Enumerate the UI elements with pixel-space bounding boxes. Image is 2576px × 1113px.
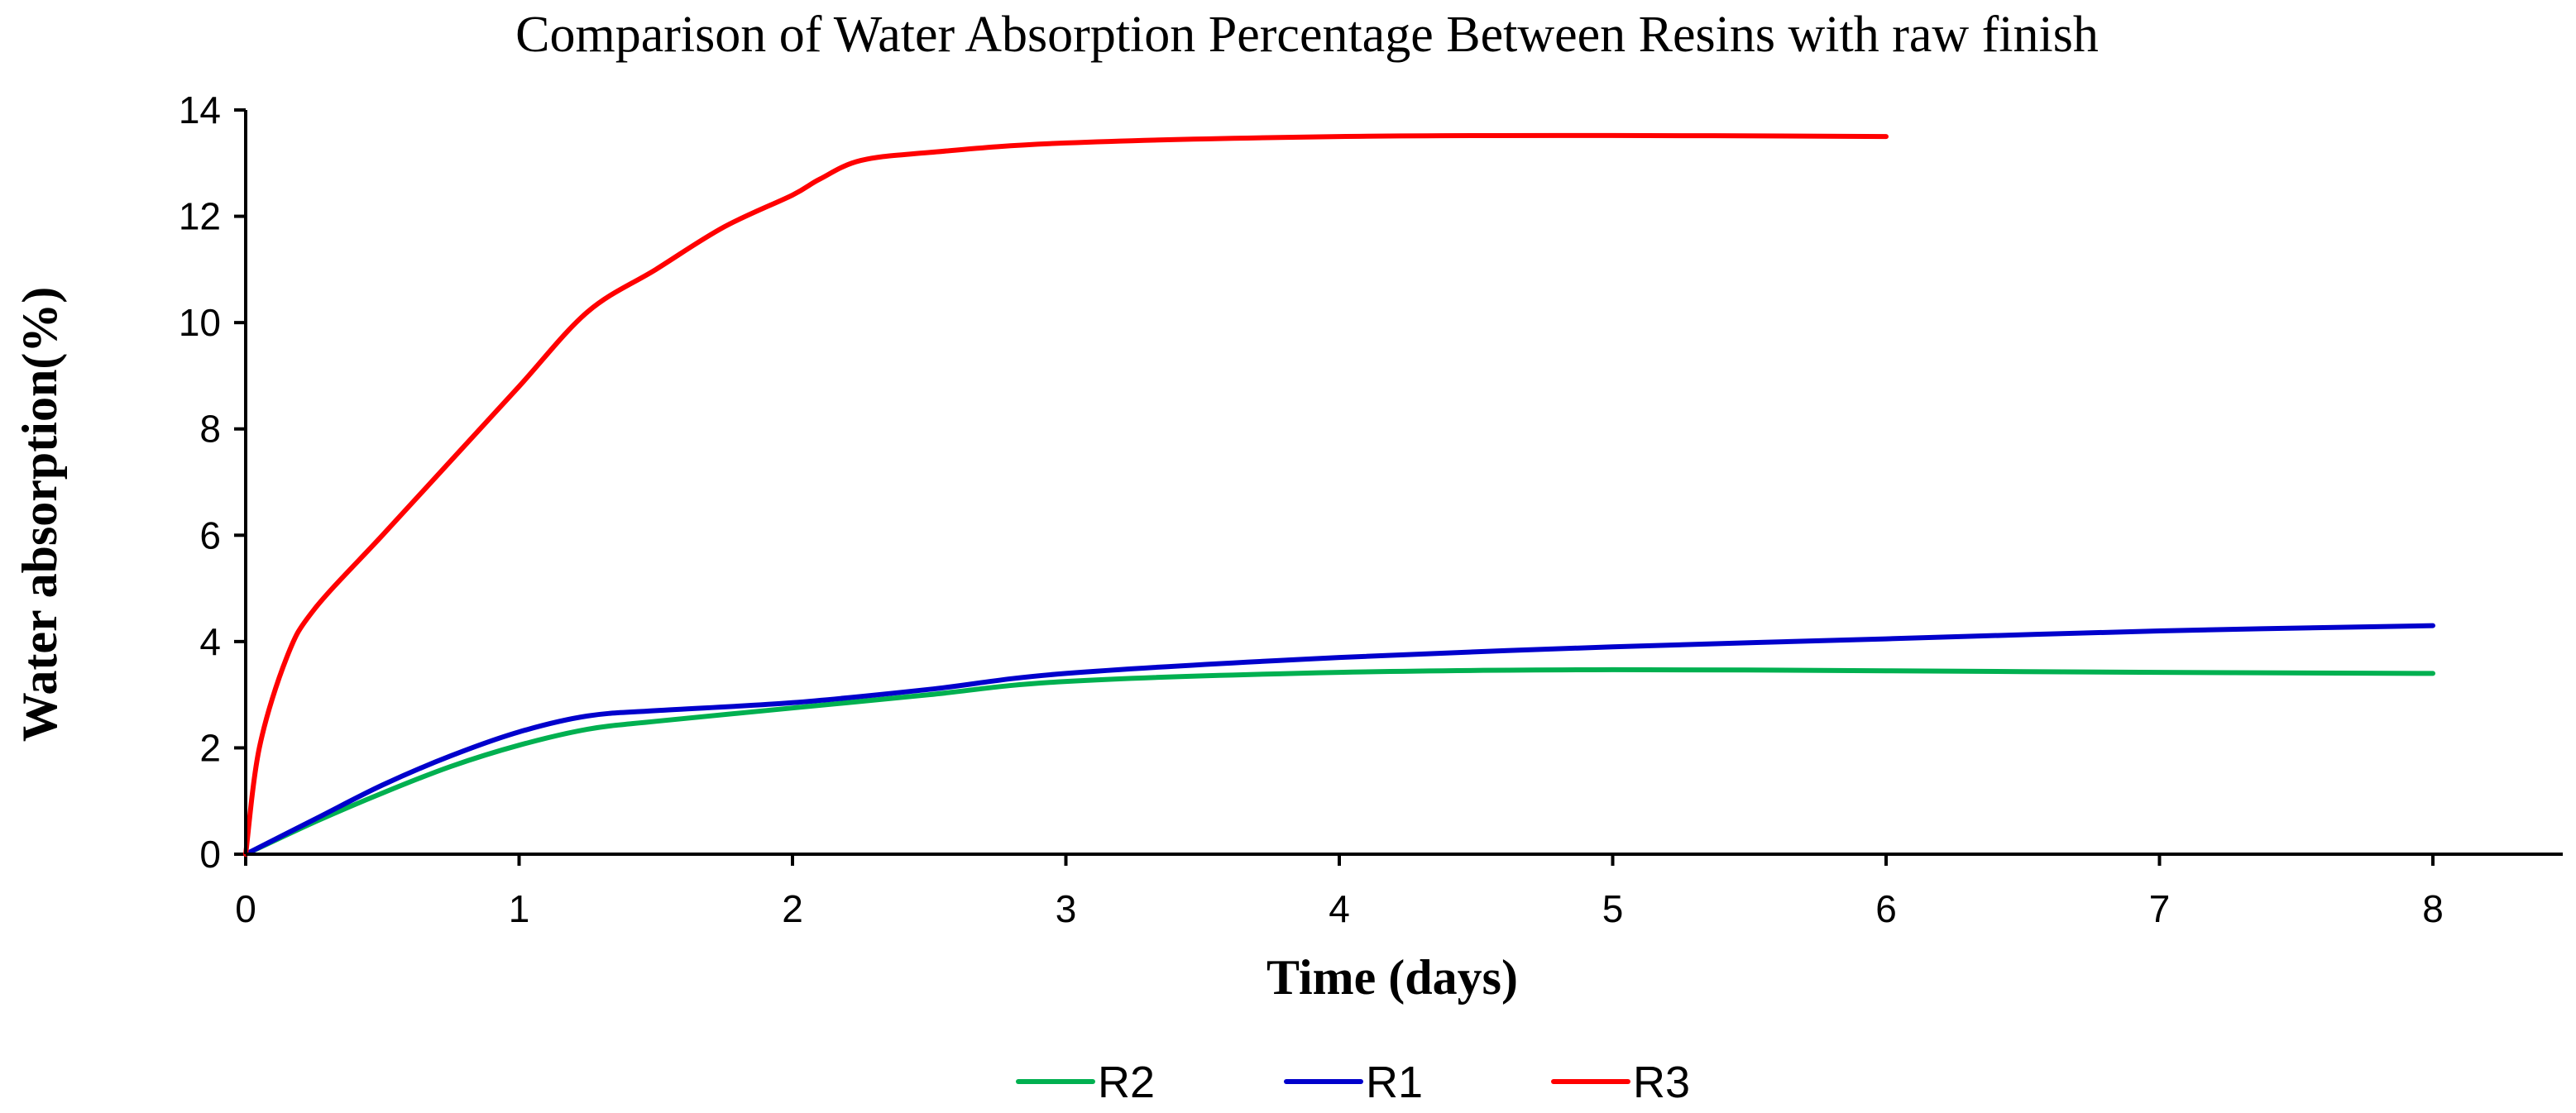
x-axis-title: Time (days) <box>1266 950 1518 1005</box>
y-tick-label: 12 <box>179 195 221 238</box>
y-tick-label: 4 <box>199 620 221 663</box>
y-tick-label: 0 <box>199 833 221 876</box>
x-tick-label: 3 <box>1056 887 1077 930</box>
series-line-r1 <box>243 623 2435 857</box>
y-tick-label: 10 <box>179 301 221 344</box>
y-tick-label: 2 <box>199 726 221 769</box>
x-tick-label: 5 <box>1602 887 1624 930</box>
x-tick-label: 0 <box>235 887 256 930</box>
legend-label-r3: R3 <box>1633 1058 1690 1107</box>
x-tick-label: 8 <box>2422 887 2444 930</box>
y-tick-label: 14 <box>179 88 221 131</box>
y-tick-label: 8 <box>199 408 221 451</box>
y-axis-title: Water absorption(%) <box>12 287 67 743</box>
x-tick-label: 2 <box>782 887 803 930</box>
y-tick-label: 6 <box>199 514 221 556</box>
legend: R2 R1 R3 <box>1016 1058 1690 1107</box>
series-line-r3 <box>243 132 1889 857</box>
x-tick-label: 6 <box>1875 887 1897 930</box>
x-axis-ticks: 0 1 2 3 4 5 6 7 8 <box>235 854 2444 930</box>
y-axis-ticks: 0 2 4 6 8 10 12 14 <box>179 88 246 876</box>
chart-title: Comparison of Water Absorption Percentag… <box>515 7 2099 63</box>
x-tick-label: 7 <box>2149 887 2171 930</box>
x-tick-label: 1 <box>509 887 530 930</box>
series-layer <box>243 132 2435 857</box>
x-tick-label: 4 <box>1329 887 1350 930</box>
series-line-r2 <box>243 666 2435 857</box>
legend-label-r1: R1 <box>1366 1058 1423 1107</box>
legend-label-r2: R2 <box>1098 1058 1155 1107</box>
